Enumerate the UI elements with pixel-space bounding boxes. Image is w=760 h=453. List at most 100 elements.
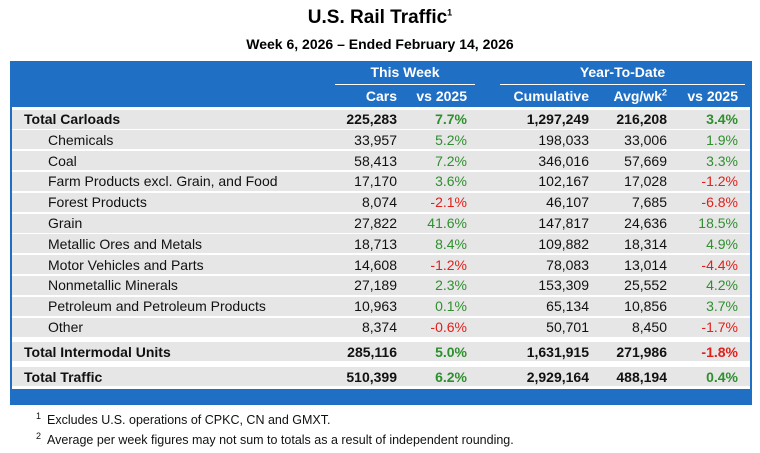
row-bg	[12, 275, 750, 295]
cell: 7.7%	[435, 111, 467, 127]
row-label: Coal	[48, 152, 77, 169]
column-header: vs 2025	[416, 86, 467, 106]
column-header: Cumulative	[514, 86, 589, 106]
cell: 8.4%	[435, 235, 467, 252]
cell: -1.8%	[701, 343, 738, 360]
cell: 10,856	[624, 298, 667, 315]
column-label: vs 2025	[416, 88, 467, 104]
cell: -2.1%	[430, 194, 467, 211]
row-label: Farm Products excl. Grain, and Food	[48, 173, 278, 190]
cell: 8,374	[361, 319, 397, 335]
cell: 216,208	[616, 111, 667, 127]
group-rule	[335, 84, 475, 85]
cell: 4.2%	[706, 277, 738, 294]
cell: 153,309	[538, 277, 589, 294]
cell: 58,413	[354, 152, 397, 169]
cell: 33,957	[354, 131, 397, 148]
group-header: This Week	[370, 64, 440, 80]
footnote-text: Average per week figures may not sum to …	[47, 433, 514, 447]
frame-right	[750, 107, 752, 405]
cell: 18,314	[624, 235, 667, 252]
cell: 147,817	[538, 215, 589, 231]
group-header: Year-To-Date	[579, 64, 666, 80]
cell: 50,701	[546, 319, 589, 335]
cell: 27,822	[354, 215, 397, 231]
cell: 5.2%	[435, 131, 467, 148]
column-note: 2	[661, 87, 667, 98]
cell: 4.9%	[706, 235, 738, 252]
column-header: Avg/wk2	[613, 86, 667, 106]
column-label: Cars	[365, 88, 397, 104]
row-bg	[12, 151, 750, 171]
cell: 0.4%	[706, 368, 738, 385]
cell: 6.2%	[435, 368, 467, 385]
cell: 5.0%	[435, 343, 467, 360]
row-bg	[12, 213, 750, 233]
cell: 3.7%	[706, 298, 738, 315]
cell: -6.8%	[701, 194, 738, 211]
cell: 1,297,249	[526, 111, 589, 127]
cell: 1,631,915	[526, 343, 589, 360]
row-bg	[12, 255, 750, 275]
group-rule	[500, 84, 745, 85]
row-label: Total Traffic	[24, 368, 103, 385]
row-bg	[12, 130, 750, 150]
row-label: Forest Products	[48, 194, 147, 211]
column-header: vs 2025	[687, 86, 738, 106]
cell: 225,283	[346, 111, 397, 127]
cell: 65,134	[546, 298, 589, 315]
footnote: 1 Excludes U.S. operations of CPKC, CN an…	[36, 410, 330, 430]
cell: 198,033	[538, 131, 589, 148]
footnote: 2 Average per week figures may not sum to…	[36, 430, 514, 450]
footnote-text: Excludes U.S. operations of CPKC, CN and…	[47, 413, 331, 427]
cell: 10,963	[354, 298, 397, 315]
row-label: Chemicals	[48, 131, 114, 148]
cell: -4.4%	[701, 256, 738, 273]
cell: 14,608	[354, 256, 397, 273]
row-label: Metallic Ores and Metals	[48, 235, 203, 252]
cell: 7,685	[631, 194, 667, 211]
row-bg	[12, 317, 750, 337]
column-label: Avg/wk	[613, 88, 662, 104]
title-note: 1	[447, 7, 453, 18]
footer-band	[10, 389, 752, 405]
cell: 3.6%	[435, 173, 467, 190]
cell: -0.6%	[430, 319, 467, 335]
footnote-mark: 2	[36, 430, 42, 441]
cell: 17,170	[354, 173, 397, 190]
cell: 8,450	[631, 319, 667, 335]
footnote-mark: 1	[36, 410, 42, 421]
cell: 18,713	[354, 235, 397, 252]
row-label: Grain	[48, 215, 83, 231]
title: U.S. Rail Traffic1	[0, 8, 760, 28]
cell: 3.4%	[706, 111, 738, 127]
row-label: Total Carloads	[24, 111, 121, 127]
cell: 271,986	[616, 343, 667, 360]
cell: 25,552	[624, 277, 667, 294]
cell: 488,194	[616, 368, 667, 385]
cell: 2.3%	[435, 277, 467, 294]
cell: 0.1%	[435, 298, 467, 315]
row-bg	[12, 234, 750, 254]
cell: 13,014	[624, 256, 667, 273]
row-bg	[12, 171, 750, 191]
column-header: Cars	[366, 86, 397, 106]
cell: 2,929,164	[526, 368, 589, 385]
row-label: Petroleum and Petroleum Products	[48, 298, 266, 315]
row-label: Nonmetallic Minerals	[48, 277, 178, 294]
cell: -1.7%	[701, 319, 738, 335]
row-bg	[12, 109, 750, 129]
cell: 46,107	[546, 194, 589, 211]
cell: 33,006	[624, 131, 667, 148]
subtitle: Week 6, 2026 – Ended February 14, 2026	[246, 36, 514, 52]
cell: 102,167	[538, 173, 589, 190]
cell: 1.9%	[706, 131, 738, 148]
cell: 7.2%	[435, 152, 467, 169]
column-label: vs 2025	[687, 88, 738, 104]
cell: 27,189	[354, 277, 397, 294]
cell: 3.3%	[706, 152, 738, 169]
cell: 78,083	[546, 256, 589, 273]
cell: -1.2%	[701, 173, 738, 190]
cell: 17,028	[624, 173, 667, 190]
row-bg	[12, 367, 750, 387]
